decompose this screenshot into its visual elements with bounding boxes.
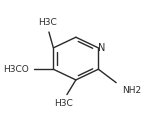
Text: H3C: H3C — [38, 18, 57, 27]
Text: N: N — [98, 43, 106, 53]
Text: NH2: NH2 — [122, 86, 141, 95]
Text: H3C: H3C — [55, 99, 73, 108]
Text: H3CO: H3CO — [3, 65, 29, 74]
